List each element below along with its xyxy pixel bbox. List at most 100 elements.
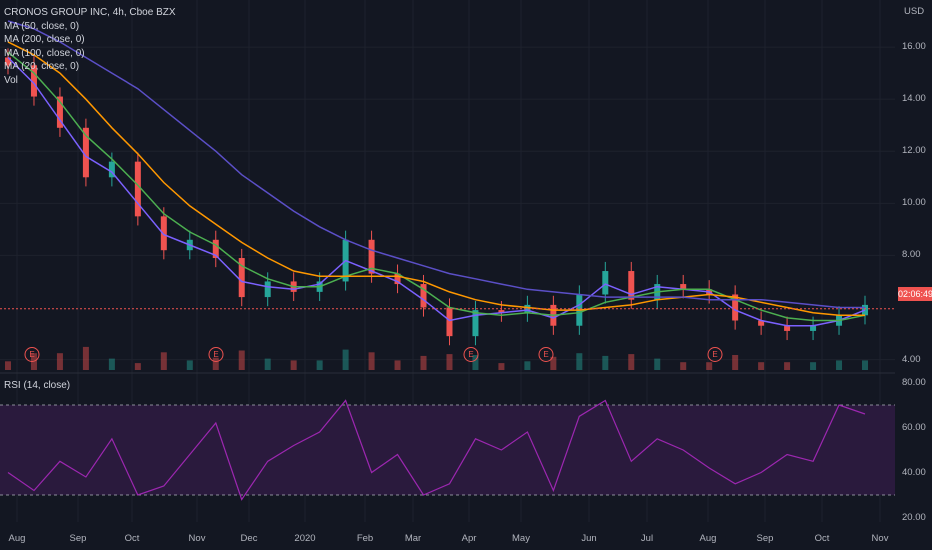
legend-ma20[interactable]: MA (20, close, 0) (4, 61, 80, 72)
time-tick-label: Dec (240, 533, 258, 544)
volume-bar (524, 361, 531, 370)
candle-body (5, 57, 11, 66)
candle-body (472, 310, 479, 337)
candle-body (810, 325, 817, 331)
volume-bar (576, 353, 583, 370)
candle-body (30, 65, 37, 97)
time-tick-label: Oct (124, 533, 140, 544)
volume-bar (602, 355, 609, 370)
legend-vol[interactable]: Vol (4, 74, 18, 86)
volume-bar (160, 352, 167, 370)
rsi-tick-label: 40.00 (902, 466, 926, 478)
volume-bar (394, 360, 401, 370)
ma-line (7, 56, 866, 327)
time-tick-label: Nov (871, 533, 889, 544)
rsi-tick-label: 60.00 (902, 421, 926, 433)
currency-label: USD (904, 6, 925, 17)
volume-bar (810, 362, 817, 370)
ma-line (7, 51, 866, 322)
volume-bar (420, 355, 427, 370)
ma-line (7, 41, 865, 317)
price-tick-label: 10.00 (902, 197, 926, 209)
volume-bar (264, 358, 271, 370)
price-tick-label: 4.00 (902, 353, 921, 365)
time-tick-label: Sep (69, 533, 87, 544)
time-tick-label: 2020 (294, 533, 316, 544)
earnings-marker[interactable]: E (538, 347, 554, 362)
volume-bar (316, 360, 323, 370)
time-tick-label: May (512, 533, 530, 544)
candle-body (602, 271, 609, 295)
candle-body (732, 294, 739, 321)
legend-ma200[interactable]: MA (200, close, 0) (4, 34, 85, 45)
volume-bar (446, 354, 453, 370)
time-tick-label: Nov (188, 533, 206, 544)
candle-body (368, 239, 375, 274)
time-tick-label: Oct (814, 533, 830, 544)
volume-bar (472, 355, 479, 370)
candle-body (134, 161, 141, 217)
rsi-tick-label: 80.00 (902, 376, 926, 388)
volume-bar (680, 362, 687, 370)
rsi-legend[interactable]: RSI (14, close) (4, 380, 71, 391)
volume-bar (654, 358, 661, 370)
volume-bar (368, 352, 375, 370)
candle-body (498, 310, 505, 313)
candle-body (264, 281, 271, 298)
volume-bar (108, 358, 115, 370)
candle-body (446, 307, 453, 337)
chart-legend: CRONOS GROUP INC, 4h, Cboe BZX MA (50, c… (4, 6, 176, 87)
volume-bar (238, 350, 245, 370)
volume-bar (758, 362, 765, 370)
price-tick-label: 16.00 (902, 41, 926, 53)
ma-line (7, 20, 865, 309)
volume-bar (498, 363, 505, 370)
rsi-overbought-oversold-band (0, 405, 895, 495)
legend-ma100[interactable]: MA (100, close, 0) (4, 47, 85, 59)
time-tick-label: Sep (756, 533, 774, 544)
candle-body (108, 161, 115, 178)
moving-averages (7, 20, 866, 327)
price-tick-label: 8.00 (902, 249, 921, 261)
volume-bar (706, 362, 713, 370)
candle-body (82, 127, 89, 178)
time-tick-label: Mar (404, 533, 422, 544)
chart-title: CRONOS GROUP INC, 4h, Cboe BZX (4, 7, 176, 18)
price-tick-label: 14.00 (902, 93, 926, 105)
volume-bar (212, 357, 219, 370)
candle-body (394, 273, 401, 285)
volume-bar (134, 363, 141, 370)
rsi-band (0, 404, 895, 496)
candle-body (628, 271, 635, 300)
time-tick-label: Feb (356, 533, 374, 544)
earnings-marker[interactable]: E (208, 347, 224, 362)
time-tick-label: Jul (640, 533, 654, 544)
candle-body (56, 96, 63, 128)
rsi-tick-label: 20.00 (902, 511, 926, 523)
candle-body (238, 258, 245, 298)
volume-bar (5, 361, 11, 370)
volume-bar (628, 354, 635, 370)
time-tick-label: Aug (699, 533, 717, 544)
volume-bar (56, 353, 63, 370)
time-tick-label: Jun (581, 533, 597, 544)
candle-body (160, 216, 167, 251)
rsi-line (7, 399, 866, 501)
volume-bar (836, 360, 843, 370)
volume-bars (5, 346, 868, 370)
earnings-marker[interactable]: E (707, 347, 723, 362)
price-countdown-tag: 02:06:49 (898, 287, 932, 301)
price-tick-label: 12.00 (902, 145, 926, 157)
candle-body (524, 304, 531, 313)
legend-ma50[interactable]: MA (50, close, 0) (4, 20, 80, 32)
time-tick-label: Aug (8, 533, 26, 544)
time-tick-label: Apr (461, 533, 477, 544)
volume-bar (186, 360, 193, 370)
earnings-marker[interactable]: E (463, 347, 479, 362)
rsi-path (7, 399, 866, 501)
candle-body (212, 239, 219, 259)
volume-bar (862, 360, 868, 370)
volume-bar (82, 346, 89, 370)
earnings-marker[interactable]: E (24, 347, 40, 362)
